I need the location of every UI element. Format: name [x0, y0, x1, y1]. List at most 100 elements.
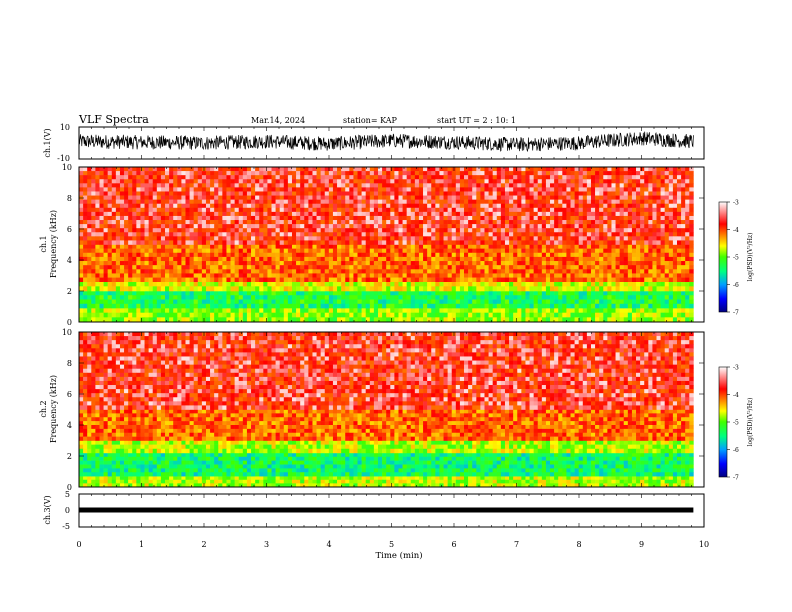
- spectrogram-cell: [160, 317, 166, 323]
- spectrogram-cell: [607, 220, 612, 225]
- spectrogram-cell: [386, 220, 391, 225]
- spectrogram-cell: [316, 291, 321, 296]
- spectrogram-cell: [115, 286, 121, 292]
- spectrogram-cell: [648, 220, 653, 225]
- spectrogram-cell: [418, 295, 424, 300]
- spectrogram-cell: [644, 175, 649, 180]
- spectrogram-cell: [664, 277, 670, 282]
- spectrogram-cell: [349, 277, 354, 282]
- spectrogram-cell: [337, 171, 342, 176]
- spectrogram-cell: [640, 295, 645, 300]
- spectrogram-cell: [570, 199, 575, 205]
- spectrogram-cell: [160, 303, 166, 309]
- spectrogram-cell: [205, 179, 211, 184]
- spectrogram-cell: [480, 215, 485, 221]
- spectrogram-cell: [201, 207, 207, 213]
- spectrogram-cell: [660, 171, 666, 176]
- spectrogram-cell: [349, 183, 354, 188]
- spectrogram-cell: [283, 303, 289, 309]
- spectrogram-cell: [304, 265, 309, 270]
- spectrogram-cell: [238, 199, 244, 205]
- spectrogram-cell: [263, 277, 268, 282]
- spectrogram-cell: [173, 211, 178, 217]
- spectrogram-cell: [205, 220, 211, 225]
- spectrogram-cell: [111, 248, 117, 254]
- spectrogram-cell: [402, 191, 407, 196]
- spectrogram-cell: [300, 286, 305, 292]
- spectrogram-cell: [300, 195, 305, 200]
- spectrogram-cell: [566, 207, 571, 213]
- spectrogram-cell: [459, 291, 465, 296]
- spectrogram-cell: [283, 308, 289, 313]
- spectrogram-cell: [558, 195, 563, 200]
- spectrogram-cell: [259, 291, 264, 296]
- spectrogram-cell: [341, 252, 346, 258]
- spectrogram-cell: [91, 187, 96, 192]
- spectrogram-cell: [476, 269, 481, 274]
- spectrogram-cell: [550, 203, 555, 209]
- spectrogram-cell: [517, 312, 522, 318]
- spectrogram-cell: [550, 256, 555, 262]
- spectrogram-cell: [504, 220, 510, 225]
- spectrogram-cell: [443, 252, 448, 258]
- spectrogram-cell: [152, 308, 158, 313]
- spectrogram-cell: [230, 244, 235, 249]
- spectrogram-cell: [660, 312, 666, 318]
- spectrogram-cell: [169, 224, 174, 229]
- spectrogram-cell: [107, 220, 113, 225]
- spectrogram-cell: [238, 308, 244, 313]
- spectrogram-cell: [566, 183, 571, 188]
- spectrogram-cell: [554, 175, 559, 180]
- spectrogram-cell: [423, 286, 428, 292]
- spectrogram-cell: [361, 195, 367, 200]
- spectrogram-cell: [451, 277, 457, 282]
- spectrogram-cell: [124, 277, 129, 282]
- spectrogram-cell: [459, 308, 465, 313]
- spectrogram-cell: [558, 187, 563, 192]
- spectrogram-cell: [476, 261, 481, 266]
- spectrogram-cell: [398, 175, 403, 180]
- spectrogram-cell: [521, 167, 526, 172]
- spectrogram-cell: [390, 256, 395, 262]
- spectrogram-cell: [517, 269, 522, 274]
- spectrogram-cell: [496, 244, 502, 249]
- spectrogram-cell: [169, 295, 174, 300]
- spectrogram-cell: [500, 211, 506, 217]
- spectrogram-cell: [410, 295, 416, 300]
- spectrogram-cell: [79, 303, 84, 309]
- spectrogram-cell: [382, 179, 387, 184]
- spectrogram-cell: [345, 303, 350, 309]
- spectrogram-cell: [533, 317, 539, 323]
- spectrogram-cell: [431, 171, 436, 176]
- spectrogram-cell: [181, 317, 186, 323]
- spectrogram-cell: [226, 295, 231, 300]
- spectrogram-cell: [296, 261, 301, 266]
- spectrogram-cell: [611, 273, 616, 278]
- spectrogram-cell: [345, 269, 350, 274]
- spectrogram-cell: [644, 277, 649, 282]
- spectrogram-cell: [115, 211, 121, 217]
- spectrogram-cell: [468, 261, 473, 266]
- spectrogram-cell: [402, 199, 407, 205]
- spectrogram-cell: [599, 248, 604, 254]
- spectrogram-cell: [570, 215, 575, 221]
- spectrogram-cell: [328, 203, 334, 209]
- spectrogram-cell: [328, 286, 334, 292]
- spectrogram-cell: [79, 207, 84, 213]
- spectrogram-cell: [480, 295, 485, 300]
- spectrogram-cell: [251, 299, 256, 305]
- spectrogram-cell: [83, 291, 88, 296]
- spectrogram-cell: [255, 308, 260, 313]
- spectrogram-cell: [226, 303, 231, 309]
- spectrogram-cell: [259, 207, 264, 213]
- spectrogram-cell: [472, 269, 477, 274]
- spectrogram-cell: [369, 256, 375, 262]
- spectrogram-cell: [681, 191, 686, 196]
- spectrogram-cell: [226, 265, 231, 270]
- spectrogram-cell: [255, 303, 260, 309]
- spectrogram-cell: [435, 220, 440, 225]
- spectrogram-cell: [660, 286, 666, 292]
- spectrogram-cell: [238, 312, 244, 318]
- spectrogram-cell: [251, 281, 256, 287]
- spectrogram-cell: [144, 265, 149, 270]
